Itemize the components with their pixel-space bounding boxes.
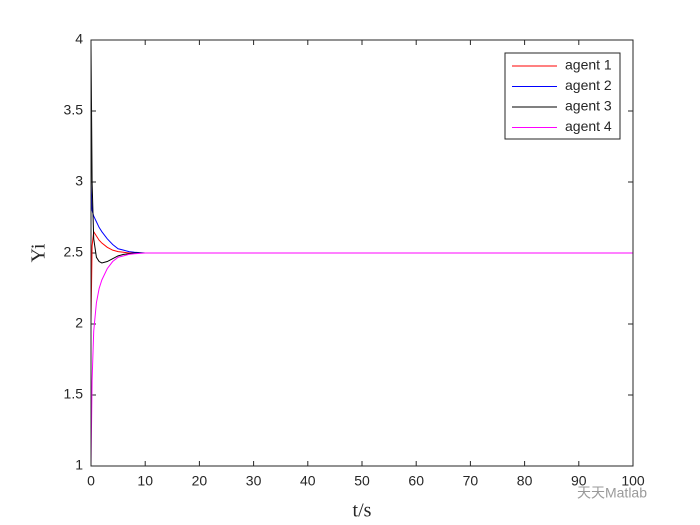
x-tick-label: 10 xyxy=(137,473,153,489)
y-tick-label: 3.5 xyxy=(64,102,84,118)
y-tick-label: 4 xyxy=(75,31,83,47)
x-tick-label: 70 xyxy=(463,473,479,489)
y-tick-label: 2.5 xyxy=(64,244,84,260)
x-tick-label: 0 xyxy=(87,473,95,489)
legend-label: agent 3 xyxy=(565,98,612,114)
x-tick-label: 30 xyxy=(246,473,262,489)
x-tick-label: 90 xyxy=(571,473,587,489)
y-tick-label: 1 xyxy=(75,457,83,473)
legend-box xyxy=(504,52,621,140)
x-tick-label: 100 xyxy=(621,473,645,489)
x-tick-label: 60 xyxy=(408,473,424,489)
x-tick-label: 50 xyxy=(354,473,370,489)
x-tick-label: 40 xyxy=(300,473,316,489)
y-tick-label: 2 xyxy=(75,315,83,331)
series-line xyxy=(90,252,633,467)
legend-label: agent 1 xyxy=(565,57,612,73)
legend-label: agent 2 xyxy=(565,77,612,93)
axes-box xyxy=(90,39,634,467)
legend-label: agent 4 xyxy=(565,118,612,134)
watermark: 天天Matlab xyxy=(577,485,647,501)
x-axis-label: t/s xyxy=(353,500,372,522)
y-tick-label: 3 xyxy=(75,173,83,189)
y-tick-label: 1.5 xyxy=(64,386,84,402)
x-tick-label: 80 xyxy=(517,473,533,489)
y-axis-label: Yi xyxy=(28,243,50,262)
x-tick-label: 20 xyxy=(192,473,208,489)
